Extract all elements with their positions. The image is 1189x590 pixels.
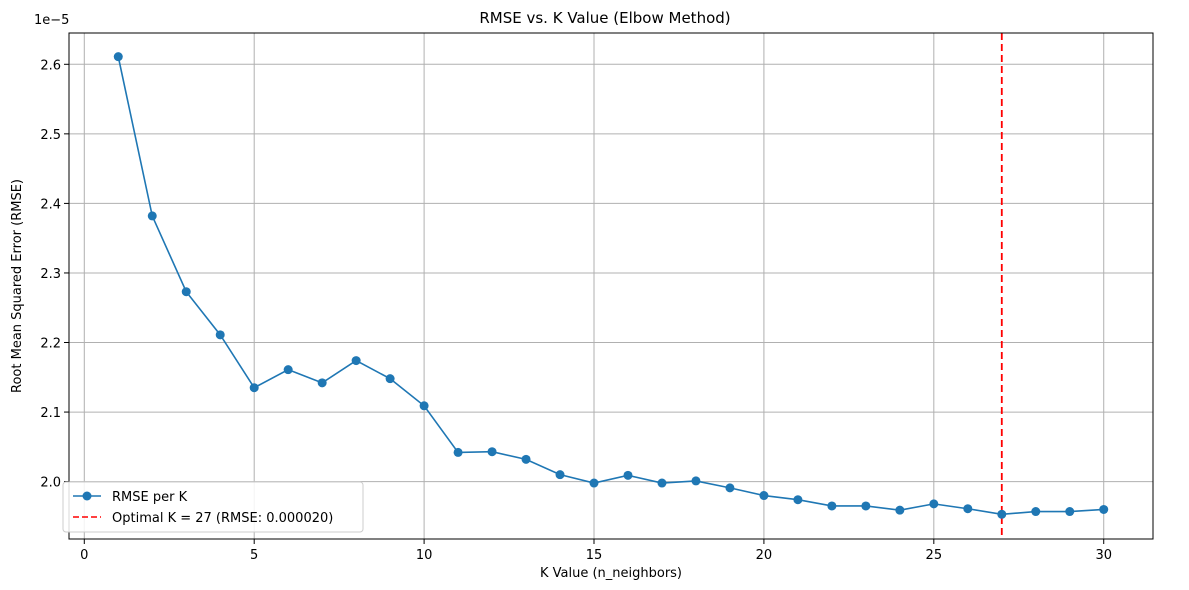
data-point <box>453 447 463 457</box>
data-point <box>487 447 497 457</box>
data-point <box>725 483 735 493</box>
x-tick-label: 30 <box>1095 548 1112 563</box>
data-point <box>861 501 871 511</box>
data-point <box>759 491 769 501</box>
y-axis: 2.0 2.1 2.2 2.3 2.4 2.5 2.6 <box>40 58 69 491</box>
x-tick-label: 10 <box>416 548 433 563</box>
data-point <box>147 211 157 221</box>
x-tick-label: 5 <box>250 548 258 563</box>
data-point <box>997 509 1007 519</box>
x-tick-label: 0 <box>80 548 88 563</box>
data-point <box>963 504 973 514</box>
data-point <box>929 499 939 509</box>
legend-series-marker <box>82 491 92 501</box>
data-point <box>1099 504 1109 514</box>
legend-box <box>62 481 364 533</box>
data-point <box>249 383 259 393</box>
x-tick-label: 20 <box>756 548 773 563</box>
x-tick-label: 25 <box>926 548 943 563</box>
y-tick-label: 2.2 <box>40 337 61 352</box>
data-point <box>691 476 701 486</box>
data-point <box>283 365 293 375</box>
data-point <box>385 374 395 384</box>
y-axis-label: Root Mean Squared Error (RMSE) <box>10 179 25 393</box>
chart-title: RMSE vs. K Value (Elbow Method) <box>479 9 730 27</box>
y-tick-label: 2.6 <box>40 58 61 73</box>
y-tick-label: 2.5 <box>40 128 61 143</box>
data-point <box>521 454 531 464</box>
y-tick-label: 2.1 <box>40 406 61 421</box>
data-point <box>657 478 667 488</box>
data-point <box>555 470 565 480</box>
x-axis: 0 5 10 15 20 25 30 <box>80 539 1112 563</box>
y-offset-label: 1e−5 <box>34 13 69 28</box>
legend-series-label: RMSE per K <box>112 490 188 505</box>
data-point <box>351 356 361 366</box>
series-group <box>113 52 1109 519</box>
series-line <box>117 56 1104 516</box>
data-point <box>623 470 633 480</box>
y-tick-label: 2.0 <box>40 476 61 491</box>
y-tick-label: 2.3 <box>40 267 61 282</box>
data-point <box>181 287 191 297</box>
data-point <box>589 478 599 488</box>
data-point <box>1031 507 1041 517</box>
plot-frame <box>68 32 1154 540</box>
x-axis-label: K Value (n_neighbors) <box>540 566 682 581</box>
data-point <box>317 378 327 388</box>
legend: RMSE per K Optimal K = 27 (RMSE: 0.00002… <box>62 481 364 533</box>
data-point <box>215 330 225 340</box>
data-point <box>1065 507 1075 517</box>
data-point <box>895 505 905 515</box>
y-tick-label: 2.4 <box>40 197 61 212</box>
legend-reference-label: Optimal K = 27 (RMSE: 0.000020) <box>112 511 333 526</box>
data-point <box>793 495 803 505</box>
data-point <box>113 52 123 62</box>
data-point <box>419 401 429 411</box>
x-tick-label: 15 <box>586 548 603 563</box>
data-point <box>827 501 837 511</box>
